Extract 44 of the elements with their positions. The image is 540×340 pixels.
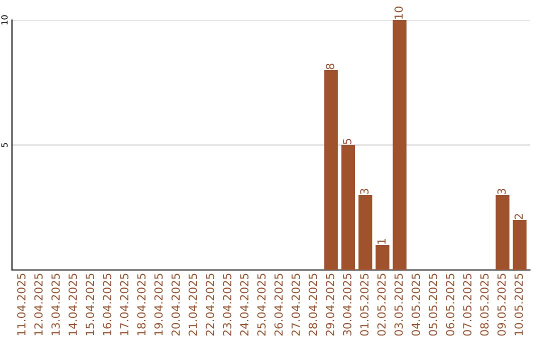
x-tick-label: 18.04.2025 [137, 274, 146, 336]
data-label: 3 [497, 188, 506, 194]
bar [496, 195, 510, 270]
x-tick-label: 06.05.2025 [446, 274, 454, 336]
x-tick-label: 02.05.2025 [377, 274, 386, 336]
x-tick-label: 07.05.2025 [463, 274, 472, 336]
x-tick-label: 10.05.2025 [514, 274, 523, 336]
bar [392, 20, 407, 270]
data-label: 3 [360, 188, 369, 194]
x-tick-label: 16.04.2025 [102, 274, 112, 336]
x-tick-label: 04.05.2025 [412, 274, 420, 336]
x-tick-label: 15.04.2025 [86, 274, 94, 336]
x-tick-label: 24.04.2025 [240, 274, 248, 336]
data-label: 1 [377, 238, 386, 244]
x-tick-label: 29.04.2025 [326, 274, 334, 336]
x-tick-label: 11.04.2025 [17, 274, 26, 336]
x-tick-label: 13.04.2025 [51, 274, 60, 336]
x-tick-label: 27.04.2025 [292, 274, 300, 336]
bar [512, 220, 527, 270]
x-tick-label: 30.04.2025 [343, 274, 352, 336]
x-tick-label: 25.04.2025 [257, 274, 266, 336]
bar [324, 70, 338, 270]
bar [376, 245, 390, 270]
x-tick-label: 03.05.2025 [394, 274, 403, 336]
x-tick-label: 08.05.2025 [480, 274, 489, 336]
data-label: 8 [326, 64, 334, 70]
x-tick-label: 22.04.2025 [206, 274, 214, 336]
bar [358, 195, 372, 270]
x-tick-label: 01.05.2025 [360, 274, 369, 336]
bar [341, 145, 356, 270]
x-tick-label: 14.04.2025 [68, 274, 77, 336]
x-tick-label: 23.04.2025 [222, 274, 232, 336]
x-tick-label: 20.04.2025 [171, 274, 180, 336]
x-tick-label: 28.04.2025 [308, 274, 318, 336]
x-tick-label: 17.04.2025 [120, 274, 128, 336]
x-tick-label: 19.04.2025 [154, 274, 163, 336]
x-tick-label: 05.05.2025 [428, 274, 438, 336]
data-label: 5 [343, 138, 352, 144]
data-label: 10 [394, 6, 403, 19]
x-tick-label: 21.04.2025 [188, 274, 198, 336]
x-tick-label: 09.05.2025 [497, 274, 506, 336]
data-label: 2 [514, 214, 523, 220]
x-tick-label: 12.04.2025 [34, 274, 43, 336]
x-tick-label: 26.04.2025 [274, 274, 283, 336]
